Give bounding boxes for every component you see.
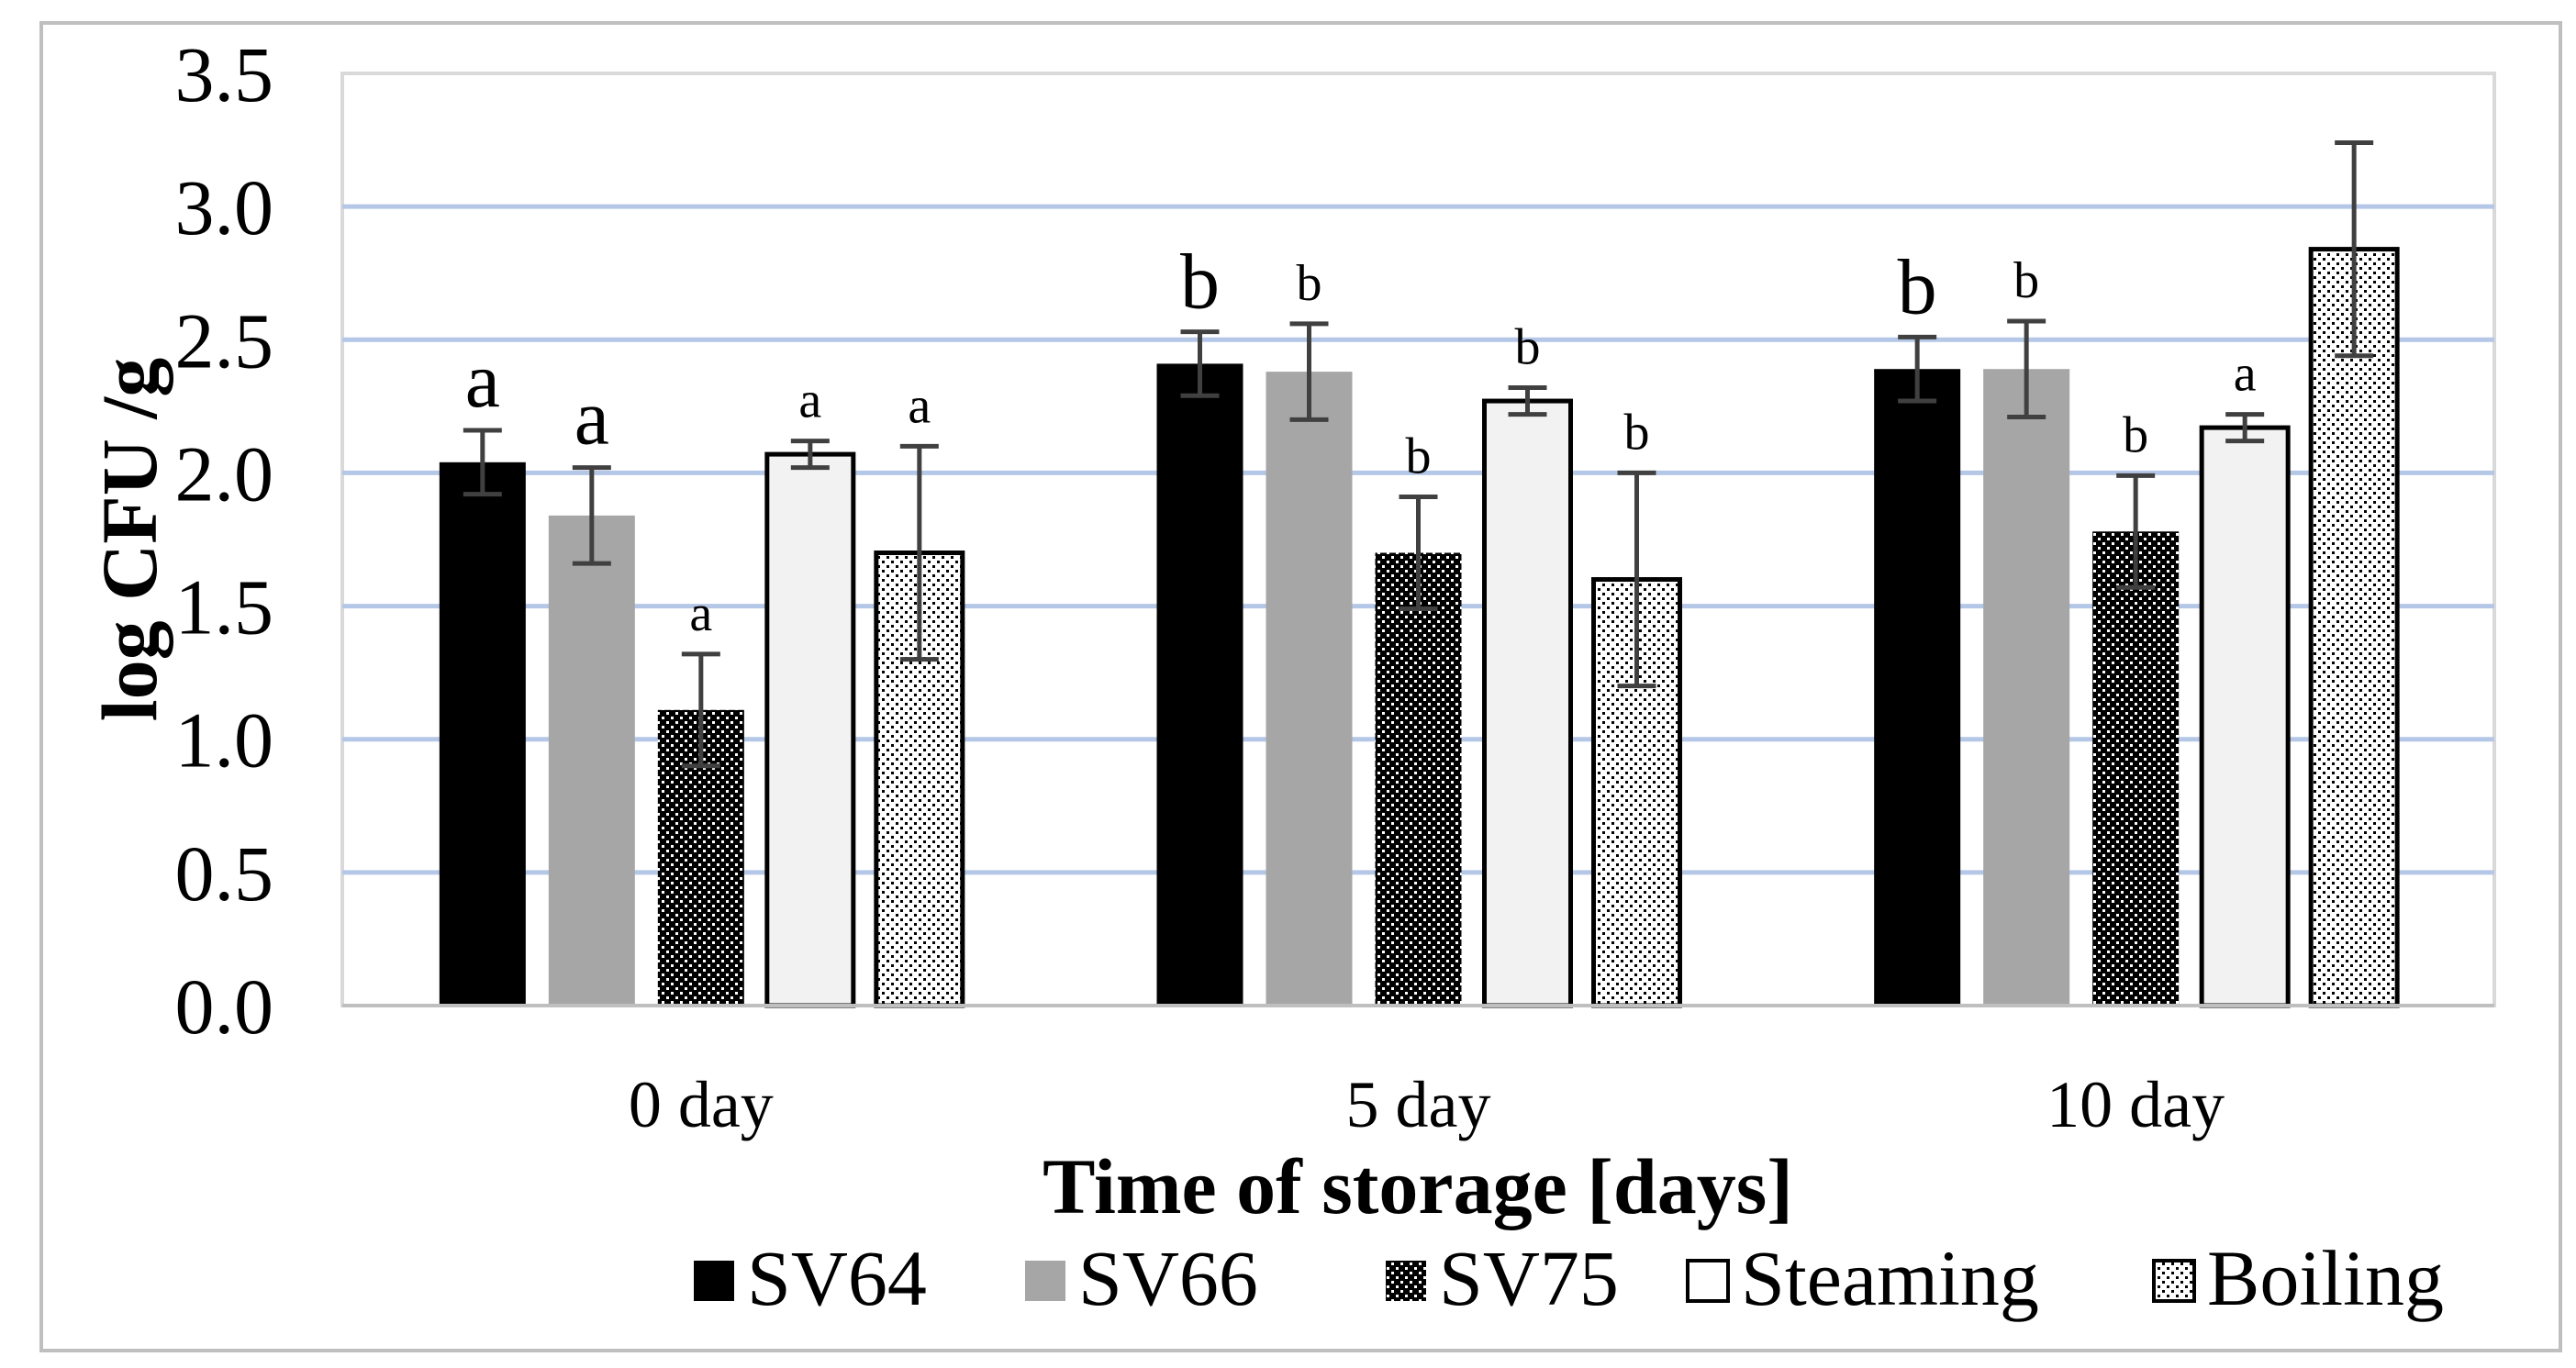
- x-axis-title: Time of storage [days]: [1043, 1142, 1793, 1230]
- legend-swatch-sv66: [1025, 1261, 1065, 1301]
- bar-sv75-5-day: [1375, 552, 1462, 1006]
- legend-swatch-boiling: [2152, 1259, 2196, 1303]
- legend-swatch-steaming: [1686, 1259, 1730, 1303]
- legend-item-steaming: Steaming: [1686, 1234, 2039, 1322]
- error-bar-boiling-10-day: [2335, 139, 2374, 359]
- significance-label: a: [465, 336, 500, 424]
- significance-label: a: [2234, 346, 2257, 403]
- error-bar-sv75-0-day: [681, 651, 720, 769]
- legend-item-sv75: SV75: [1386, 1234, 1619, 1322]
- significance-label: b: [1180, 238, 1220, 326]
- bar-steaming-5-day: [1482, 398, 1573, 1008]
- legend-item-sv66: SV66: [1025, 1234, 1258, 1322]
- error-bar-boiling-5-day: [1617, 470, 1656, 689]
- y-tick-label: 0.5: [175, 829, 274, 918]
- error-bar-steaming-5-day: [1508, 385, 1547, 417]
- bar-steaming-10-day: [2199, 425, 2291, 1008]
- legend-item-boiling: Boiling: [2152, 1234, 2444, 1322]
- legend-label-boiling: Boiling: [2207, 1234, 2444, 1322]
- legend-label-sv64: SV64: [747, 1234, 927, 1322]
- error-bar-steaming-0-day: [790, 439, 830, 471]
- y-tick-label: 3.0: [175, 163, 274, 251]
- significance-label: b: [1297, 255, 1322, 312]
- error-bar-sv66-5-day: [1289, 321, 1329, 422]
- significance-label: b: [1624, 404, 1650, 461]
- significance-label: a: [798, 373, 821, 429]
- significance-label: b: [1406, 428, 1432, 485]
- legend-item-sv64: SV64: [694, 1234, 927, 1322]
- legend-swatch-sv75: [1386, 1261, 1426, 1301]
- bar-sv66-5-day: [1266, 372, 1353, 1006]
- significance-label: b: [1898, 242, 1937, 330]
- significance-label: a: [574, 373, 609, 462]
- significance-label: a: [908, 377, 931, 434]
- error-bar-sv66-0-day: [572, 465, 611, 566]
- error-bar-sv66-10-day: [2007, 318, 2046, 419]
- x-tick-label-0-day: 0 day: [629, 1068, 774, 1141]
- error-bar-sv64-5-day: [1180, 329, 1220, 398]
- x-tick-label-5-day: 5 day: [1346, 1068, 1491, 1141]
- y-tick-label: 2.5: [175, 296, 274, 384]
- bar-sv66-0-day: [548, 515, 635, 1006]
- bar-sv64-10-day: [1874, 369, 1961, 1006]
- y-axis-title: log CFU /g: [85, 358, 173, 722]
- error-bar-sv75-10-day: [2116, 473, 2156, 590]
- error-bar-sv64-0-day: [463, 428, 502, 497]
- significance-label: b: [1515, 319, 1541, 376]
- y-tick-label: 1.5: [175, 563, 274, 651]
- significance-label: b: [2123, 406, 2148, 463]
- legend-label-steaming: Steaming: [1741, 1234, 2039, 1322]
- error-bar-boiling-0-day: [899, 443, 939, 662]
- bar-sv64-0-day: [439, 462, 526, 1006]
- legend-label-sv75: SV75: [1439, 1234, 1619, 1322]
- y-tick-label: 0.0: [175, 962, 274, 1051]
- error-bar-sv75-5-day: [1399, 495, 1438, 611]
- x-tick-label-10-day: 10 day: [2046, 1068, 2225, 1141]
- bar-sv75-10-day: [2092, 531, 2180, 1006]
- y-tick-label: 1.0: [175, 696, 274, 784]
- error-bar-steaming-10-day: [2225, 412, 2265, 444]
- bar-boiling-10-day: [2308, 247, 2400, 1008]
- error-bar-sv64-10-day: [1898, 334, 1937, 404]
- significance-label: b: [2013, 252, 2039, 309]
- figure-border: [39, 21, 2562, 1352]
- y-tick-label: 3.5: [175, 30, 274, 118]
- bar-sv66-10-day: [1983, 369, 2070, 1006]
- y-tick-label: 2.0: [175, 429, 274, 517]
- significance-label: a: [689, 585, 712, 642]
- legend-label-sv66: SV66: [1078, 1234, 1258, 1322]
- bar-sv64-5-day: [1156, 363, 1243, 1006]
- legend-swatch-sv64: [694, 1261, 734, 1301]
- bar-steaming-0-day: [764, 451, 856, 1008]
